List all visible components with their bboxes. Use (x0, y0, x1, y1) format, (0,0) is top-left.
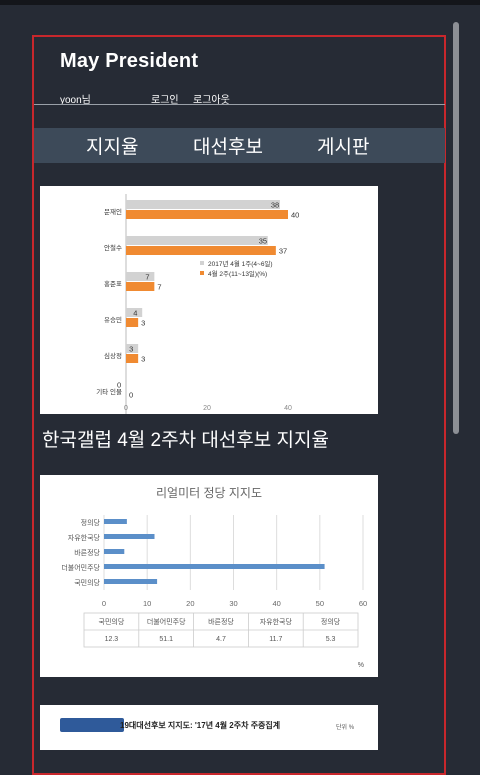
x-tick-label: 30 (229, 599, 237, 608)
weekly-poll-title: 19대대선후보 지지도: '17년 4월 2주차 주중집계 (120, 721, 281, 730)
data-label: 3 (141, 355, 145, 364)
x-tick-label: 50 (316, 599, 324, 608)
category-label: 자유한국당 (68, 533, 101, 542)
table-header: 바른정당 (208, 617, 234, 626)
bar-week2 (126, 354, 139, 363)
data-label: 3 (141, 319, 145, 328)
party-bar (104, 579, 158, 584)
table-header: 정의당 (321, 617, 341, 626)
party-bar (104, 549, 125, 554)
table-value: 12.3 (105, 636, 119, 643)
x-tick-label: 10 (143, 599, 151, 608)
bar-week2 (126, 318, 139, 327)
user-name: yoon님 (60, 95, 91, 106)
bar-week1 (126, 308, 143, 317)
bar-week1 (126, 236, 268, 245)
category-label: 안철수 (104, 243, 122, 252)
main-nav: 지지율 대선후보 게시판 (34, 128, 445, 163)
top-status-bar (0, 0, 480, 5)
bar-week2 (126, 246, 276, 255)
category-label: 국민의당 (74, 578, 100, 587)
bar-week1 (126, 344, 139, 353)
unit-label: % (358, 662, 364, 669)
data-label: 40 (291, 211, 299, 220)
table-value: 5.3 (326, 636, 336, 643)
gallup-chart-caption: 한국갤럽 4월 2주차 대선후보 지지율 (42, 430, 329, 451)
legend-label: 2017년 4월 1주(4~6일) (208, 259, 273, 268)
data-label: 37 (279, 247, 287, 256)
x-tick-label: 0 (102, 599, 106, 608)
category-label: 기타 인물 (96, 387, 122, 396)
scrollbar-thumb[interactable] (453, 22, 459, 434)
data-label: 38 (271, 201, 279, 210)
bar-week2 (126, 282, 155, 291)
category-label: 정의당 (81, 518, 101, 527)
x-tick-label: 0 (124, 405, 128, 412)
login-link[interactable]: 로그인 (151, 95, 179, 106)
table-value: 4.7 (216, 636, 226, 643)
chart-title: 리얼미터 정당 지지도 (156, 486, 262, 500)
category-label: 바른정당 (74, 548, 100, 557)
x-tick-label: 40 (272, 599, 280, 608)
x-tick-label: 20 (203, 405, 211, 412)
party-bar (104, 564, 325, 569)
table-header: 국민의당 (99, 617, 125, 626)
data-label: 35 (259, 237, 267, 246)
party-bar (104, 519, 127, 524)
legend-swatch (200, 271, 204, 275)
category-label: 홍준표 (104, 279, 122, 288)
x-tick-label: 60 (359, 599, 367, 608)
weekly-poll-card: 19대대선후보 지지도: '17년 4월 2주차 주중집계 단위 % (40, 705, 378, 750)
category-label: 유승민 (104, 315, 122, 324)
logout-link[interactable]: 로그아웃 (193, 95, 230, 106)
data-label: 3 (129, 345, 133, 354)
legend-label: 4월 2주(11~13일)(%) (208, 269, 267, 278)
weekly-poll-logo (60, 718, 124, 732)
nav-board[interactable]: 게시판 (317, 137, 370, 158)
bar-week1 (126, 200, 280, 209)
table-header: 더불어민주당 (147, 617, 186, 626)
table-value: 11.7 (269, 636, 282, 643)
nav-support-rate[interactable]: 지지율 (86, 137, 139, 158)
x-tick-label: 40 (284, 405, 292, 412)
category-label: 더불어민주당 (61, 563, 100, 572)
legend-swatch (200, 261, 204, 265)
category-label: 심상정 (104, 351, 122, 360)
table-header: 자유한국당 (260, 617, 293, 626)
category-label: 문재인 (104, 207, 122, 216)
header-divider (34, 104, 445, 105)
data-label: 4 (133, 309, 137, 318)
app-title: May President (60, 50, 199, 72)
data-label: 7 (145, 273, 149, 282)
table-value: 51.1 (159, 636, 173, 643)
weekly-poll-unit: 단위 % (336, 725, 355, 731)
bar-week1 (126, 272, 155, 281)
x-tick-label: 20 (186, 599, 194, 608)
data-label: 7 (157, 283, 161, 292)
data-label: 0 (129, 391, 133, 400)
party-bar (104, 534, 155, 539)
bar-week2 (126, 210, 288, 219)
nav-candidates[interactable]: 대선후보 (193, 137, 263, 158)
realmeter-chart-card: 리얼미터 정당 지지도 0 10 20 30 40 50 60 정의당 자유한국당 바른정당 더불어민… (40, 475, 378, 677)
data-label: 0 (117, 381, 121, 390)
